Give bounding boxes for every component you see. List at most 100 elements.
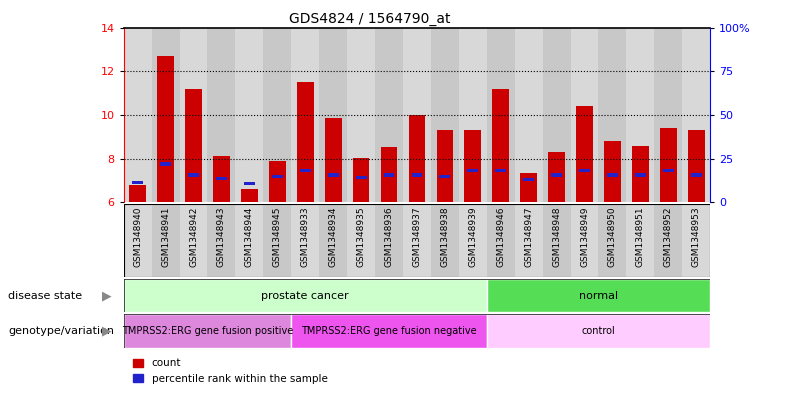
Bar [347, 204, 375, 277]
Bar [520, 173, 537, 202]
Text: GSM1348940: GSM1348940 [133, 207, 142, 267]
Bar [188, 173, 199, 177]
Text: GSM1348950: GSM1348950 [608, 207, 617, 267]
Text: GSM1348949: GSM1348949 [580, 207, 589, 267]
Text: GSM1348945: GSM1348945 [273, 207, 282, 267]
Bar [543, 28, 571, 202]
Text: GSM1348938: GSM1348938 [440, 207, 449, 267]
Text: GSM1348939: GSM1348939 [468, 207, 477, 267]
Text: GDS4824 / 1564790_at: GDS4824 / 1564790_at [290, 12, 451, 26]
Bar [291, 204, 319, 277]
Bar [375, 204, 403, 277]
Bar [412, 173, 422, 177]
Bar [409, 115, 425, 202]
Bar [235, 204, 263, 277]
Bar [660, 128, 677, 202]
Bar [180, 28, 207, 202]
Text: GSM1348952: GSM1348952 [664, 207, 673, 267]
Bar [263, 204, 291, 277]
Bar [157, 56, 174, 202]
Bar [598, 28, 626, 202]
Text: ▶: ▶ [102, 289, 112, 302]
Bar [431, 28, 459, 202]
Text: GSM1348943: GSM1348943 [217, 207, 226, 267]
Bar [356, 176, 366, 179]
Bar [297, 82, 314, 202]
Bar [635, 173, 646, 177]
Bar [291, 314, 487, 348]
Bar [682, 204, 710, 277]
Bar [571, 28, 598, 202]
Bar [381, 147, 397, 202]
Bar [543, 204, 571, 277]
Bar [459, 28, 487, 202]
Text: control: control [582, 326, 615, 336]
Bar [241, 189, 258, 202]
Bar [216, 177, 227, 180]
Bar [523, 178, 534, 181]
Bar [272, 174, 282, 178]
Bar [235, 28, 263, 202]
Bar [515, 28, 543, 202]
Bar [464, 130, 481, 202]
Text: GSM1348941: GSM1348941 [161, 207, 170, 267]
Text: GSM1348933: GSM1348933 [301, 207, 310, 267]
Bar [291, 28, 319, 202]
Bar [632, 145, 649, 202]
Bar [487, 314, 710, 348]
Bar [496, 169, 506, 173]
Bar [607, 173, 618, 177]
Bar [654, 204, 682, 277]
Bar [152, 28, 180, 202]
Bar [487, 28, 515, 202]
Bar [347, 28, 375, 202]
Text: GSM1348951: GSM1348951 [636, 207, 645, 267]
Bar [688, 130, 705, 202]
Text: disease state: disease state [8, 291, 82, 301]
Bar [487, 279, 710, 312]
Bar [654, 28, 682, 202]
Bar [152, 204, 180, 277]
Bar [682, 28, 710, 202]
Bar [579, 169, 590, 173]
Bar [213, 156, 230, 202]
Bar [548, 152, 565, 202]
Bar [437, 130, 453, 202]
Bar [431, 204, 459, 277]
Text: GSM1348948: GSM1348948 [552, 207, 561, 267]
Bar [576, 106, 593, 202]
Bar [207, 204, 235, 277]
Bar [440, 174, 450, 178]
Text: GSM1348944: GSM1348944 [245, 207, 254, 267]
Bar [691, 173, 701, 177]
Bar [124, 314, 291, 348]
Bar [244, 182, 255, 185]
Text: genotype/variation: genotype/variation [8, 326, 114, 336]
Bar [124, 279, 487, 312]
Bar [551, 173, 562, 177]
Text: GSM1348935: GSM1348935 [357, 207, 365, 267]
Text: prostate cancer: prostate cancer [262, 291, 349, 301]
Legend: count, percentile rank within the sample: count, percentile rank within the sample [129, 354, 332, 388]
Bar [185, 89, 202, 202]
Bar [492, 89, 509, 202]
Bar [384, 173, 394, 177]
Bar [319, 204, 347, 277]
Text: GSM1348947: GSM1348947 [524, 207, 533, 267]
Text: GSM1348942: GSM1348942 [189, 207, 198, 267]
Bar [468, 169, 478, 173]
Bar [269, 161, 286, 202]
Bar [160, 162, 171, 166]
Bar [207, 28, 235, 202]
Text: ▶: ▶ [102, 325, 112, 338]
Bar [180, 204, 207, 277]
Bar [626, 204, 654, 277]
Text: GSM1348953: GSM1348953 [692, 207, 701, 267]
Text: TMPRSS2:ERG gene fusion positive: TMPRSS2:ERG gene fusion positive [122, 326, 293, 336]
Bar [124, 28, 152, 202]
Bar [598, 204, 626, 277]
Bar [604, 141, 621, 202]
Bar [319, 28, 347, 202]
Text: GSM1348934: GSM1348934 [329, 207, 338, 267]
Text: normal: normal [579, 291, 618, 301]
